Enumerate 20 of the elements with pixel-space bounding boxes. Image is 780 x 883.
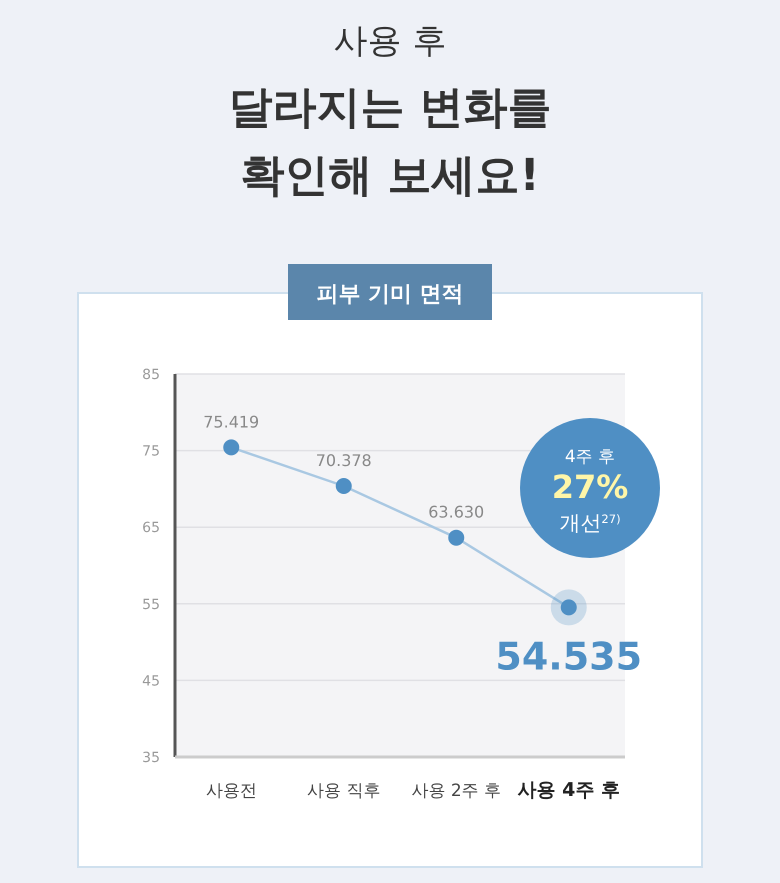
data-label: 70.378: [316, 451, 372, 470]
y-tick-label: 65: [142, 520, 160, 536]
chart-subtitle: 달라지는 변화를 확인해 보세요!: [228, 82, 552, 201]
annotation: 27%: [552, 468, 628, 506]
y-tick-label: 55: [142, 596, 160, 613]
x-tick-label: 사용 2주 후: [411, 781, 502, 801]
data-label: 63.630: [428, 502, 484, 522]
chart-title: 사용 후: [334, 21, 446, 61]
y-tick-label: 75: [142, 444, 160, 460]
y-tick-label: 85: [142, 367, 160, 383]
annotation: 4주 후: [564, 447, 616, 467]
x-tick-label: 사용전: [206, 781, 257, 801]
data-label: 54.535: [495, 634, 642, 678]
annotation: 개선$^{27)}$: [559, 511, 621, 535]
y-tick-label: 35: [142, 750, 160, 766]
y-tick-label: 45: [142, 673, 160, 690]
text: 피부 기미 면적: [316, 282, 464, 307]
x-tick-label: 사용 직후: [307, 781, 380, 801]
data-label: 75.419: [203, 412, 260, 432]
x-tick-label: 사용 4주 후: [518, 779, 620, 801]
